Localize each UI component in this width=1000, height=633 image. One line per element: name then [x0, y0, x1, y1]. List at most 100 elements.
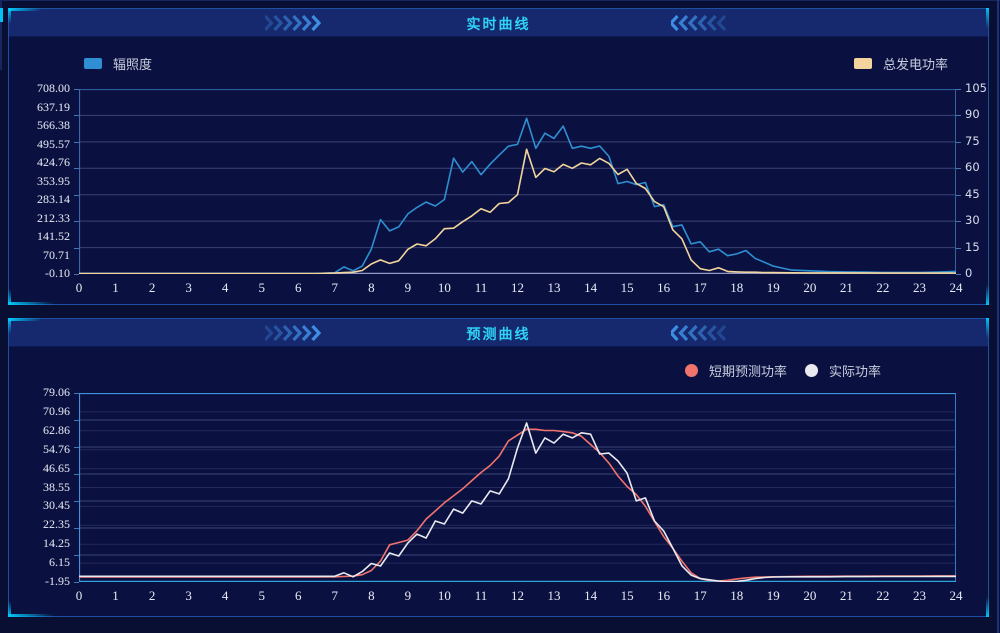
y-axis-left-tick: -0.10 — [45, 266, 70, 280]
panel-realtime-title: 实时曲线 — [466, 16, 531, 32]
x-axis-tick: 15 — [620, 588, 634, 603]
x-axis-tick: 10 — [437, 588, 451, 603]
axis-tick-mark — [74, 89, 79, 90]
x-axis-tick: 10 — [437, 280, 451, 295]
x-axis-tick: 17 — [693, 280, 707, 295]
axis-tick-mark — [74, 501, 79, 502]
y-axis-right-tick: 30 — [965, 213, 980, 228]
legend-total-power[interactable]: 总发电功率 — [854, 54, 948, 73]
x-axis-tick: 1 — [112, 280, 119, 295]
axis-tick-mark — [74, 247, 79, 249]
axis-tick-mark — [956, 247, 961, 249]
y-axis-left-tick: 38.55 — [43, 479, 70, 494]
forecast-chart[interactable] — [79, 393, 956, 582]
corner-accent — [8, 318, 42, 321]
y-axis-left-tick: 54.76 — [43, 441, 70, 456]
chevrons-right-icon — [265, 15, 322, 31]
axis-tick-mark — [74, 393, 79, 394]
x-axis-tick: 16 — [657, 588, 671, 603]
y-axis-left-tick: -1.95 — [45, 574, 70, 588]
legend-label: 总发电功率 — [883, 57, 949, 72]
realtime-chart[interactable] — [79, 89, 956, 274]
x-axis-tick: 13 — [547, 588, 561, 603]
x-axis-tick: 12 — [511, 280, 524, 295]
x-axis-tick: 18 — [730, 588, 744, 603]
x-axis-tick: 20 — [803, 280, 817, 295]
axis-tick-mark — [74, 447, 79, 448]
x-axis-tick: 14 — [584, 280, 598, 295]
axis-tick-mark — [74, 528, 79, 529]
y-axis-left-tick: 708.00 — [37, 81, 70, 95]
x-axis-tick: 6 — [295, 280, 302, 295]
axis-tick-mark — [74, 141, 79, 143]
x-axis-tick: 5 — [258, 280, 265, 295]
corner-accent — [986, 597, 989, 617]
x-axis-tick: 6 — [295, 588, 302, 603]
y-axis-right-tick: 60 — [965, 160, 980, 175]
axis-tick-mark — [74, 221, 79, 223]
panel-forecast-title: 预测曲线 — [466, 326, 531, 342]
axis-tick-mark — [956, 274, 961, 275]
axis-tick-mark — [956, 194, 961, 196]
page-corner-accent — [0, 8, 3, 22]
x-axis-tick: 2 — [148, 588, 156, 603]
axis-tick-mark — [74, 420, 79, 421]
x-axis-tick: 16 — [657, 280, 671, 295]
x-axis-tick: 22 — [876, 280, 890, 295]
chevrons-left-icon — [671, 15, 727, 31]
y-axis-left-tick: 70.71 — [43, 247, 70, 262]
axis-tick-mark — [74, 168, 79, 170]
y-axis-left-tick: 283.14 — [37, 192, 70, 206]
axis-tick-mark — [956, 89, 961, 90]
panel-forecast-header: 预测曲线 — [9, 319, 988, 347]
legend-label: 短期预测功率 — [709, 364, 788, 379]
x-axis-tick: 1 — [112, 588, 119, 603]
corner-accent — [8, 614, 54, 617]
page-border-left — [0, 0, 2, 70]
chevrons-left-icon — [671, 325, 727, 341]
y-axis-left-tick: 353.95 — [37, 173, 70, 188]
panel-realtime: 实时曲线 辐照度 总发电功率 708.00 637.19 566.38 495.57 4… — [8, 8, 989, 305]
legend-label: 实际功率 — [829, 364, 882, 379]
axis-tick-mark — [74, 274, 79, 275]
axis-tick-mark — [74, 194, 79, 196]
legend-swatch-circle — [805, 364, 818, 377]
corner-accent — [8, 289, 11, 305]
x-axis-tick: 21 — [839, 588, 853, 603]
x-axis-tick: 23 — [912, 588, 926, 603]
axis-tick-mark — [956, 141, 961, 143]
x-axis-tick: 13 — [547, 280, 561, 295]
y-axis-left-tick: 6.15 — [49, 555, 70, 570]
x-axis-tick: 14 — [584, 588, 598, 603]
x-axis-tick: 19 — [766, 588, 780, 603]
x-axis-tick: 4 — [221, 588, 229, 603]
y-axis-left-tick: 46.65 — [43, 460, 70, 475]
x-axis-tick: 8 — [368, 280, 375, 295]
x-axis-tick: 8 — [368, 588, 375, 603]
y-axis-left-tick: 637.19 — [37, 99, 70, 114]
y-axis-left-tick: 22.35 — [43, 517, 70, 532]
x-axis-tick: 9 — [404, 280, 412, 295]
x-axis-tick: 11 — [474, 588, 488, 603]
y-axis-left-tick: 30.45 — [43, 498, 70, 513]
axis-tick-mark — [74, 115, 79, 117]
axis-tick-mark — [74, 474, 79, 475]
x-axis-tick: 23 — [912, 280, 926, 295]
y-axis-left-tick: 141.52 — [37, 229, 70, 243]
legend-actual-power[interactable]: 实际功率 — [805, 361, 881, 380]
x-axis-tick: 18 — [730, 280, 744, 295]
x-axis-tick: 9 — [404, 588, 412, 603]
x-axis-tick: 2 — [148, 280, 156, 295]
x-axis-tick: 20 — [803, 588, 817, 603]
page-border-top — [0, 0, 1000, 1]
x-axis-tick: 19 — [766, 280, 780, 295]
y-axis-left-tick: 70.96 — [43, 403, 70, 418]
legend-irradiance[interactable]: 辐照度 — [84, 54, 152, 73]
x-axis-tick: 17 — [693, 588, 707, 603]
x-axis-tick: 21 — [839, 280, 853, 295]
y-axis-left-tick: 79.06 — [43, 385, 70, 399]
y-axis-right-tick: 0 — [965, 266, 973, 280]
legend-forecast-power[interactable]: 短期预测功率 — [685, 361, 787, 380]
panel-realtime-header: 实时曲线 — [9, 9, 988, 37]
